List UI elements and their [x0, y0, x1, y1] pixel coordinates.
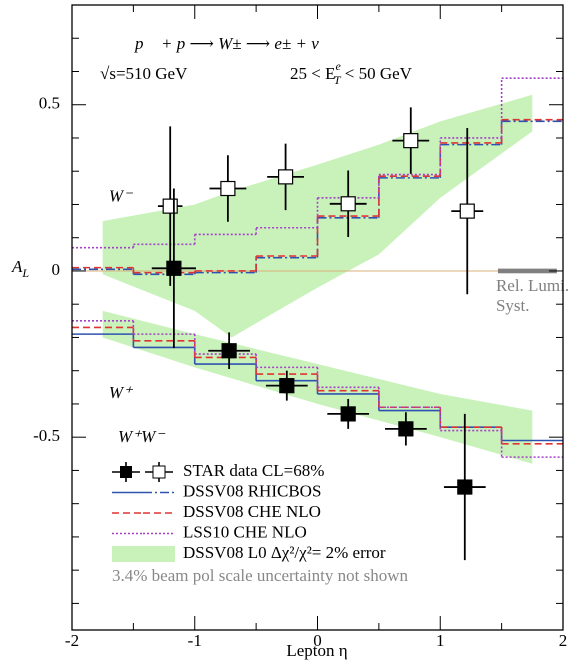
x-tick-label: 2 — [559, 631, 568, 650]
rel-lumi-label: Syst. — [496, 296, 530, 315]
data-point — [166, 260, 182, 276]
x-tick-label: 0 — [313, 631, 322, 650]
plot-layer: Rel. Lumi.Syst. W⁻ W⁺ — [72, 77, 568, 561]
data-point — [403, 133, 419, 149]
energy-cut: 25 < Ee T < 50 GeV — [290, 59, 413, 87]
x-tick-label: -2 — [65, 631, 79, 650]
legend-label: DSSV08 RHICBOS — [183, 481, 321, 500]
data-point — [162, 198, 178, 214]
x-tick-label: 1 — [436, 631, 445, 650]
x-axis-label: Lepton η — [286, 641, 347, 660]
y-axis-label: AL — [11, 257, 29, 280]
legend-band — [112, 546, 175, 562]
y-tick-label: 0 — [52, 260, 61, 279]
legend-label: DSSV08 L0 Δχ²/χ²= 2% error — [183, 543, 386, 562]
x-tick-label: -1 — [188, 631, 202, 650]
note: 3.4% beam pol scale uncertainty not show… — [112, 566, 409, 585]
data-point — [277, 169, 294, 185]
legend-marker — [120, 466, 132, 478]
legend-header: W⁺W⁻ — [118, 427, 166, 446]
y-tick-label: -0.5 — [33, 426, 60, 445]
data-point — [457, 479, 473, 495]
data-point — [459, 203, 475, 219]
data-point — [221, 343, 237, 359]
legend-marker — [152, 465, 166, 479]
data-point — [220, 180, 236, 197]
data-point — [279, 378, 295, 394]
legend-label: LSS10 CHE NLO — [183, 522, 307, 541]
y-tick-label: 0.5 — [39, 94, 60, 113]
legend-label: DSSV08 CHE NLO — [183, 502, 321, 521]
data-point — [340, 196, 356, 212]
data-point — [398, 421, 414, 437]
legend-label: STAR data CL=68% — [183, 461, 324, 480]
plot-frame — [71, 4, 564, 631]
set-label: W⁺ — [109, 383, 134, 402]
rel-lumi-label: Rel. Lumi. — [496, 276, 568, 295]
reaction: p⃗ + p ⟶ W± ⟶ e± + ν — [134, 34, 319, 53]
set-label: W⁻ — [109, 187, 134, 206]
energy: √s=510 GeV — [100, 64, 188, 83]
rel-lumi-bar — [497, 268, 557, 274]
data-point — [340, 406, 356, 422]
